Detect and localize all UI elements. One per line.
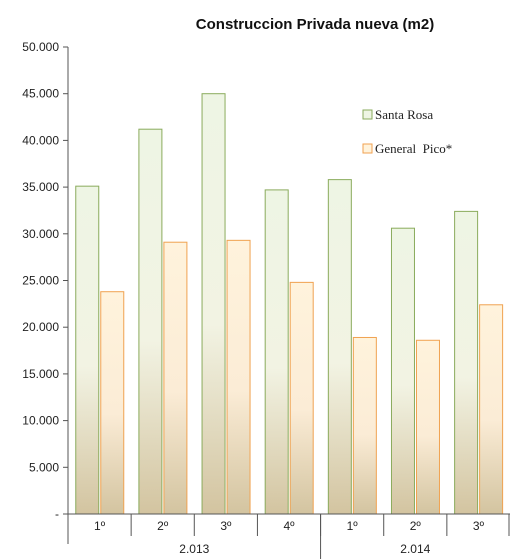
bar-general-pico bbox=[479, 304, 504, 515]
group-label: 2.013 bbox=[179, 542, 209, 556]
y-tick-label: 10.000 bbox=[22, 414, 59, 428]
legend-swatch-santa-rosa bbox=[362, 109, 373, 120]
bar-general-pico bbox=[163, 241, 188, 515]
bar-santa-rosa bbox=[264, 189, 289, 515]
y-tick-label: 35.000 bbox=[22, 180, 59, 194]
y-axis: - 5.000 10.000 15.000 20.000 25.000 30.000 35.0… bbox=[22, 40, 69, 544]
bar-general-pico bbox=[415, 339, 440, 515]
x-tick-label: 1º bbox=[94, 519, 106, 533]
x-tick-label: 2º bbox=[157, 519, 169, 533]
bar-general-pico bbox=[226, 239, 251, 515]
bar-general-pico bbox=[289, 281, 314, 515]
y-tick-label: 40.000 bbox=[22, 133, 59, 147]
legend-swatch-general-pico bbox=[362, 143, 373, 154]
y-tick-label: 20.000 bbox=[22, 320, 59, 334]
y-tick-label: 30.000 bbox=[22, 227, 59, 241]
group-label: 2.014 bbox=[400, 542, 430, 556]
x-tick-label: 2º bbox=[410, 519, 422, 533]
x-tick-label: 3º bbox=[220, 519, 232, 533]
y-tick-label: 45.000 bbox=[22, 87, 59, 101]
bar-general-pico bbox=[352, 336, 377, 515]
legend: Santa Rosa General Pico* bbox=[362, 107, 452, 156]
y-tick-label: - bbox=[55, 507, 59, 521]
bar-general-pico bbox=[100, 291, 125, 515]
bar-santa-rosa bbox=[390, 227, 415, 515]
y-tick-label: 25.000 bbox=[22, 274, 59, 288]
y-tick-label: 50.000 bbox=[22, 40, 59, 54]
x-axis: 1º 2º 3º 4º 1º 2º 3º 2.013 2.014 bbox=[67, 513, 510, 559]
y-tick-label: 5.000 bbox=[29, 460, 59, 474]
bar-santa-rosa bbox=[327, 179, 352, 515]
chart-title: Construccion Privada nueva (m2) bbox=[196, 16, 434, 33]
legend-label-santa-rosa: Santa Rosa bbox=[375, 107, 433, 122]
x-tick-label: 1º bbox=[347, 519, 359, 533]
y-tick-label: 15.000 bbox=[22, 367, 59, 381]
x-tick-label: 3º bbox=[473, 519, 485, 533]
x-tick-label: 4º bbox=[283, 519, 295, 533]
bar-santa-rosa bbox=[75, 185, 100, 515]
bars bbox=[75, 93, 504, 515]
legend-label-general-pico: General Pico* bbox=[375, 141, 452, 156]
bar-santa-rosa bbox=[454, 210, 479, 515]
bar-santa-rosa bbox=[201, 93, 226, 515]
bar-santa-rosa bbox=[138, 128, 163, 515]
